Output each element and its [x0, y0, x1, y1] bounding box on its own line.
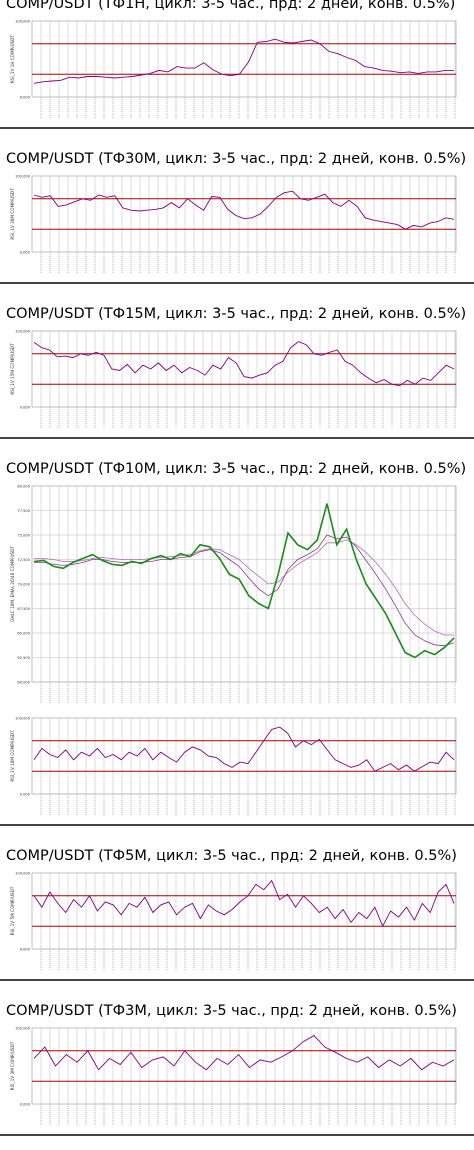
y-axis-label: OHLC 10M, EMAs 20/40 COMP/USDT — [10, 546, 15, 622]
y-tick-label: 0,000 — [20, 948, 31, 952]
chart-section: COMP/USDT (ТФ30M, цикл: 3-5 час., прд: 2… — [0, 143, 474, 284]
data-line — [33, 190, 455, 230]
chart-section: COMP/USDT (ТФ10M, цикл: 3-5 час., прд: 2… — [0, 453, 474, 826]
chart-panel: 0,000 100,000 RSI_1V 5M COMP/USDT — [10, 872, 457, 971]
chart-panel: 0,000 100,000 RSI_1V 15M COMP/USDT — [10, 330, 457, 429]
plot-frame — [31, 872, 457, 950]
data-line — [33, 503, 455, 659]
y-tick-label: 65,000 — [17, 632, 30, 636]
y-axis-label: RSI_1V 10M COMP/USDT — [10, 730, 15, 782]
y-tick-label: 67,500 — [17, 607, 30, 611]
y-axis-label: RSI_1V 15M COMP/USDT — [10, 343, 15, 395]
chart-section: COMP/USDT (ТФ15M, цикл: 3-5 час., прд: 2… — [0, 298, 474, 439]
y-tick-label: 72,500 — [17, 558, 30, 562]
section-title: COMP/USDT (ТФ3M, цикл: 3-5 час., прд: 2 … — [6, 1003, 457, 1019]
chart-panel: 0,000 100,000 RSI_1V 30M COMP/USDT — [10, 175, 457, 274]
chart-section: COMP/USDT (ТФ1H, цикл: 3-5 час., прд: 2 … — [0, 0, 474, 129]
y-tick-label: 100,000 — [15, 1027, 31, 1031]
chart-section: COMP/USDT (ТФ5M, цикл: 3-5 час., прд: 2 … — [0, 840, 474, 981]
plot-frame — [31, 717, 457, 795]
y-tick-label: 77,500 — [17, 509, 30, 513]
chart-panel: 0,000 100,000 RSI_1V 10M COMP/USDT — [10, 717, 457, 816]
y-tick-label: 0,000 — [20, 1103, 31, 1107]
y-tick-label: 0,000 — [20, 406, 31, 410]
plot-frame — [31, 1027, 457, 1105]
y-tick-label: 100,000 — [15, 20, 31, 24]
data-line — [33, 341, 455, 387]
y-tick-label: 80,000 — [17, 485, 30, 489]
y-axis-label: RSI_1V 3M COMP/USDT — [10, 1041, 15, 1090]
plot-frame — [31, 175, 457, 253]
plot-frame — [31, 330, 457, 408]
y-tick-label: 100,000 — [15, 872, 31, 876]
data-line — [33, 38, 454, 84]
y-tick-label: 0,000 — [20, 793, 31, 797]
y-axis-label: RSI_1V 5M COMP/USDT — [10, 886, 15, 935]
y-tick-label: 60,000 — [17, 681, 30, 685]
y-tick-label: 100,000 — [15, 717, 31, 721]
section-title: COMP/USDT (ТФ5M, цикл: 3-5 час., прд: 2 … — [6, 848, 457, 864]
y-tick-label: 100,000 — [15, 330, 31, 334]
data-line — [34, 534, 455, 647]
section-title: COMP/USDT (ТФ15M, цикл: 3-5 час., прд: 2… — [6, 306, 467, 322]
y-tick-label: 75,000 — [17, 534, 30, 538]
chart-panel: 0,000 100,000 RSI_1V 1H COMP/USDT — [10, 20, 457, 119]
section-title: COMP/USDT (ТФ10M, цикл: 3-5 час., прд: 2… — [6, 461, 467, 477]
y-tick-label: 100,000 — [15, 175, 31, 179]
y-tick-label: 70,000 — [17, 583, 30, 587]
plot-frame — [31, 20, 457, 98]
data-line — [33, 726, 455, 772]
section-title: COMP/USDT (ТФ1H, цикл: 3-5 час., прд: 2 … — [6, 0, 456, 12]
y-tick-label: 0,000 — [20, 251, 31, 255]
chart-panel: 0,000 100,000 RSI_1V 3M COMP/USDT — [10, 1027, 457, 1126]
data-line — [33, 879, 455, 928]
section-title: COMP/USDT (ТФ30M, цикл: 3-5 час., прд: 2… — [6, 151, 467, 167]
y-tick-label: 62,500 — [17, 656, 30, 660]
chart-section: COMP/USDT (ТФ3M, цикл: 3-5 час., прд: 2 … — [0, 995, 474, 1136]
data-line — [34, 539, 454, 636]
y-tick-label: 0,000 — [20, 96, 31, 100]
chart-panel: 60,000 62,500 65,000 67,500 70,000 72,500 75,0… — [10, 485, 457, 704]
y-axis-label: RSI_1V 30M COMP/USDT — [10, 188, 15, 240]
y-axis-label: RSI_1V 1H COMP/USDT — [10, 34, 15, 83]
